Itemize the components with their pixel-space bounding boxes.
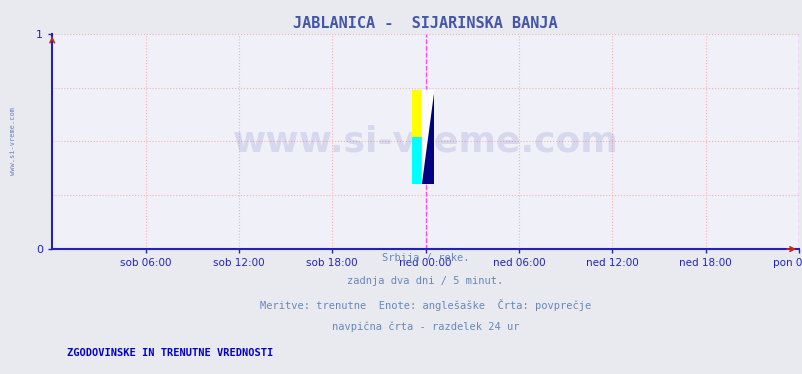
Text: www.si-vreme.com: www.si-vreme.com xyxy=(233,125,618,158)
Title: JABLANICA -  SIJARINSKA BANJA: JABLANICA - SIJARINSKA BANJA xyxy=(293,16,557,31)
Bar xyxy=(411,137,421,184)
Text: Meritve: trenutne  Enote: anglešaške  Črta: povprečje: Meritve: trenutne Enote: anglešaške Črta… xyxy=(260,299,590,311)
Bar xyxy=(411,90,421,137)
Bar xyxy=(421,90,434,184)
Text: zadnja dva dni / 5 minut.: zadnja dva dni / 5 minut. xyxy=(347,276,503,286)
Text: www.si-vreme.com: www.si-vreme.com xyxy=(10,107,16,175)
Text: navpična črta - razdelek 24 ur: navpična črta - razdelek 24 ur xyxy=(331,322,519,332)
Polygon shape xyxy=(421,90,434,184)
Text: Srbija / reke.: Srbija / reke. xyxy=(382,253,468,263)
Text: ZGODOVINSKE IN TRENUTNE VREDNOSTI: ZGODOVINSKE IN TRENUTNE VREDNOSTI xyxy=(67,349,273,358)
